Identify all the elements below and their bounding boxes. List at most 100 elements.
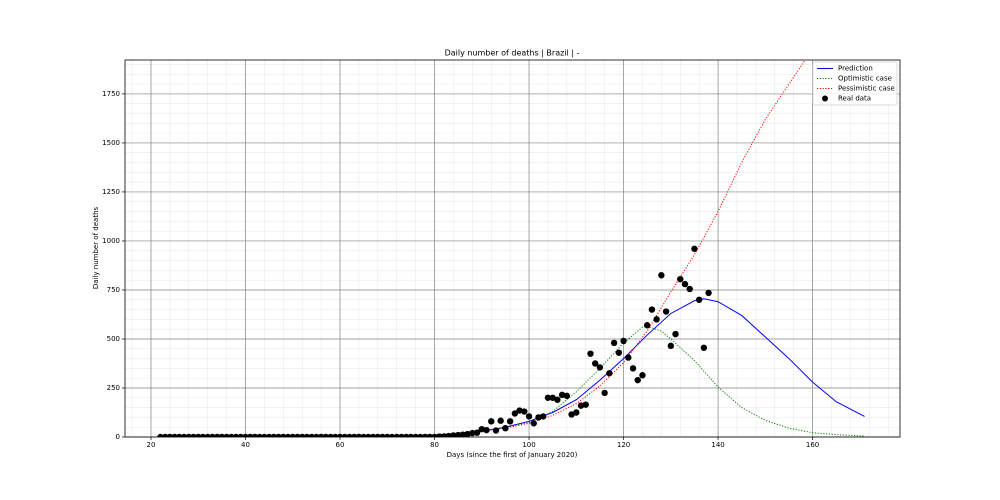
data-point (313, 433, 320, 437)
y-tick-label: 250 (107, 384, 120, 392)
data-point (469, 429, 476, 437)
data-point (195, 433, 202, 437)
data-point (530, 420, 537, 427)
data-point (223, 433, 230, 437)
x-tick-label: 120 (617, 441, 630, 449)
data-point (346, 433, 353, 437)
data-point (284, 433, 292, 437)
data-point (299, 433, 306, 437)
data-point (294, 433, 301, 437)
legend-label: Pessimistic case (838, 85, 895, 93)
data-point (634, 376, 641, 384)
y-tick-label: 1750 (102, 90, 120, 98)
data-point (265, 433, 273, 437)
data-point (662, 308, 670, 315)
data-point (658, 272, 665, 279)
data-point (204, 433, 211, 437)
data-point (388, 433, 396, 437)
data-point (365, 433, 372, 437)
data-point (511, 410, 519, 417)
data-point (412, 433, 419, 437)
data-point (672, 330, 679, 338)
data-point (653, 316, 660, 323)
data-point (308, 433, 315, 437)
data-point (643, 322, 651, 329)
x-tick-label: 40 (241, 441, 250, 449)
y-tick-label: 0 (116, 433, 120, 441)
legend-marker (822, 95, 828, 102)
data-point (483, 426, 490, 434)
series-line (160, 325, 865, 437)
x-tick-label: 60 (336, 441, 345, 449)
data-point (563, 392, 571, 400)
data-point (341, 433, 348, 437)
data-point (327, 433, 334, 437)
data-point (450, 432, 457, 437)
data-point (407, 433, 415, 437)
data-point (544, 394, 552, 401)
data-point (261, 433, 268, 437)
data-point (648, 306, 656, 313)
y-tick-label: 750 (107, 286, 120, 294)
data-point (161, 433, 169, 437)
data-point (218, 433, 226, 437)
data-point (506, 418, 514, 425)
legend: Prediction Optimistic case Pessimistic cas… (812, 61, 898, 106)
data-point (369, 433, 377, 437)
data-point (610, 339, 618, 347)
data-point (582, 401, 589, 408)
data-point (639, 372, 646, 379)
data-point (289, 433, 296, 437)
data-point (237, 433, 244, 437)
x-tick-label: 100 (522, 441, 535, 449)
data-point (502, 424, 509, 432)
grid (125, 60, 900, 438)
chart-title: Daily number of deaths | Brazil | - (445, 49, 580, 58)
data-point (176, 433, 183, 437)
data-point (591, 360, 599, 367)
data-point (417, 433, 424, 437)
data-point (421, 433, 429, 437)
data-point (384, 433, 391, 437)
legend-label: Optimistic case (838, 75, 892, 83)
data-point (454, 431, 462, 437)
data-point (473, 429, 481, 436)
data-point (677, 275, 684, 283)
data-point (625, 354, 632, 361)
axes: 20 40 60 80 100 120 140 160 0 250 500 750 1000 1250 15… (102, 90, 819, 449)
data-point (615, 349, 623, 356)
data-point (620, 337, 627, 345)
data-point (350, 433, 358, 437)
x-tick-label: 160 (806, 441, 819, 449)
data-point (700, 344, 708, 351)
data-point (232, 433, 240, 437)
data-point (247, 433, 254, 437)
data-point (157, 433, 164, 437)
x-tick-label: 20 (147, 441, 156, 449)
data-point (426, 433, 434, 437)
x-tick-label: 140 (711, 441, 724, 449)
data-point (275, 433, 282, 437)
data-point (336, 433, 344, 437)
data-point (667, 342, 675, 350)
data-point (629, 365, 637, 372)
x-tick-label: 80 (430, 441, 439, 449)
data-point (606, 370, 613, 377)
data-point (587, 350, 594, 357)
x-axis-label: Days (since the first of January 2020) (447, 451, 578, 459)
data-point (256, 433, 263, 437)
data-point (402, 433, 410, 437)
data-point (554, 396, 561, 403)
data-point (332, 433, 339, 437)
legend-box (812, 61, 898, 106)
data-point (695, 296, 703, 303)
data-point (521, 408, 528, 415)
data-point (540, 413, 547, 420)
data-point (171, 433, 178, 437)
data-point (280, 433, 287, 437)
data-point (596, 364, 604, 371)
data-point (180, 433, 188, 437)
data-point (199, 433, 207, 437)
data-point (190, 433, 197, 437)
